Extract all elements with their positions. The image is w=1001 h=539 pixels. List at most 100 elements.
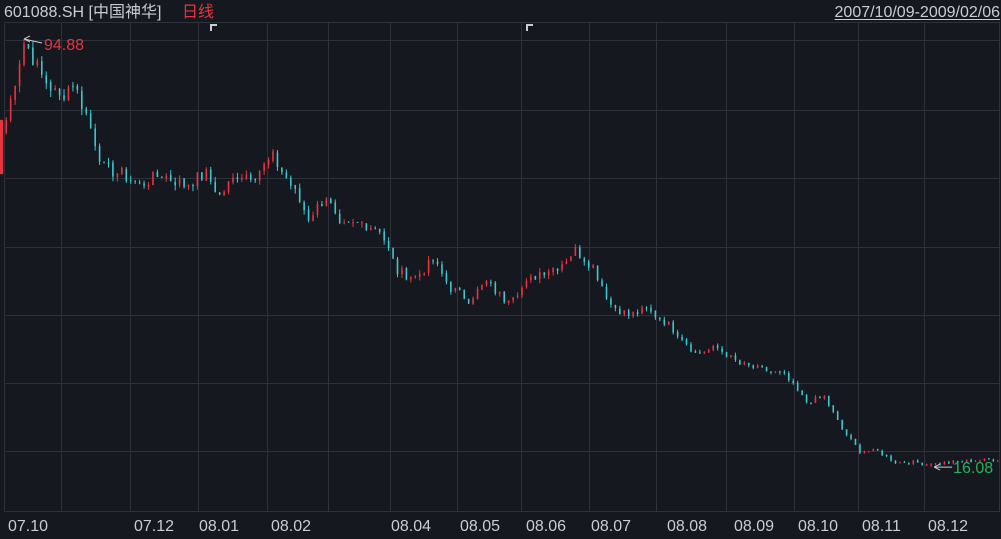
candle-body (970, 459, 972, 462)
candle-body (94, 128, 96, 147)
candle-body (396, 258, 399, 275)
candle-body (72, 86, 74, 88)
candle-body (752, 365, 755, 368)
candle-body (174, 181, 176, 186)
candle-body (614, 305, 617, 309)
candle-body (965, 459, 968, 463)
candle-body (427, 260, 430, 273)
candle-body (27, 44, 30, 49)
x-tick-label: 08.10 (798, 518, 838, 535)
candle-body (374, 228, 377, 230)
candle-body (418, 273, 421, 277)
candle-body (134, 180, 136, 182)
candle-body (716, 345, 719, 348)
candle-body (530, 276, 532, 281)
candle-body (356, 221, 359, 223)
candle-body (899, 461, 901, 463)
x-tick-label: 08.09 (734, 518, 774, 535)
candle-body (183, 178, 185, 187)
date-range[interactable]: 2007/10/09-2009/02/06 (834, 4, 1000, 21)
candle-body (694, 351, 697, 353)
candle-body (681, 336, 683, 340)
candle-body (129, 180, 132, 182)
candle-body (258, 171, 261, 181)
candle-body (908, 463, 910, 465)
candle-body (454, 288, 457, 292)
candle-body (828, 396, 830, 406)
candle-body (641, 307, 643, 314)
x-tick-label: 08.11 (862, 518, 901, 535)
candle-body (890, 455, 892, 461)
candle-body (783, 372, 786, 374)
candle-body (574, 247, 577, 256)
candle-body (538, 271, 541, 280)
high-arrow-icon (23, 35, 43, 44)
candle-body (103, 161, 105, 163)
candle-body (876, 449, 879, 451)
candle-body (272, 151, 274, 161)
candle-body (796, 382, 799, 391)
candle-body (956, 460, 959, 462)
candle-body (481, 284, 483, 290)
candle-body (730, 354, 732, 357)
candle-body (138, 182, 141, 184)
candle-body (36, 60, 39, 66)
candle-body (85, 108, 88, 114)
candle-body (334, 202, 337, 214)
candle-body (67, 87, 70, 101)
candle-body (765, 367, 768, 372)
x-tick-label: 08.08 (667, 518, 707, 535)
candle-body (441, 264, 443, 274)
candle-body (934, 463, 937, 465)
candle-body (436, 261, 439, 265)
candle-body (836, 411, 839, 420)
candle-body (125, 168, 128, 182)
candle-body (583, 258, 586, 262)
candle-body (410, 277, 412, 280)
candle-body (725, 352, 728, 358)
candle-body (241, 177, 243, 180)
candle-body (943, 462, 946, 465)
candle-body (996, 460, 999, 462)
candle-body (810, 402, 812, 404)
candle-body (445, 273, 448, 282)
candle-body (525, 280, 528, 288)
candle-body (254, 178, 257, 181)
candle-body (685, 339, 688, 345)
candle-body (516, 295, 519, 298)
candle-body (503, 291, 506, 303)
candle-body (792, 380, 795, 384)
candle-body (58, 88, 61, 96)
candle-body (32, 47, 34, 66)
candle-body (387, 240, 390, 249)
candle-body (316, 203, 319, 215)
candle-body (845, 429, 848, 436)
candle-body (378, 228, 381, 232)
candle-body (636, 312, 639, 315)
candle-body (948, 462, 950, 464)
candle-body (201, 172, 203, 180)
candle-body (832, 405, 835, 412)
x-tick-label: 08.06 (526, 518, 566, 535)
candle-body (770, 371, 772, 373)
candle-body (512, 297, 514, 301)
stock-symbol: 601088.SH [中国神华] (4, 4, 162, 21)
x-tick-label: 08.07 (591, 518, 631, 535)
candle-body (289, 177, 292, 186)
candle-body (223, 191, 225, 196)
period-label: 日线 (182, 4, 215, 21)
candle-body (187, 184, 190, 187)
candle-body (552, 267, 554, 273)
candle-body (721, 348, 723, 352)
candle-body (921, 462, 923, 465)
candle-body (543, 272, 546, 276)
candle-body (294, 185, 297, 189)
candle-body (63, 95, 65, 100)
plot-frame (4, 22, 1000, 512)
candle-body (401, 268, 403, 275)
candle-body (463, 290, 466, 299)
candle-body (561, 263, 563, 271)
candle-body (983, 458, 986, 461)
candle-body (152, 171, 154, 186)
